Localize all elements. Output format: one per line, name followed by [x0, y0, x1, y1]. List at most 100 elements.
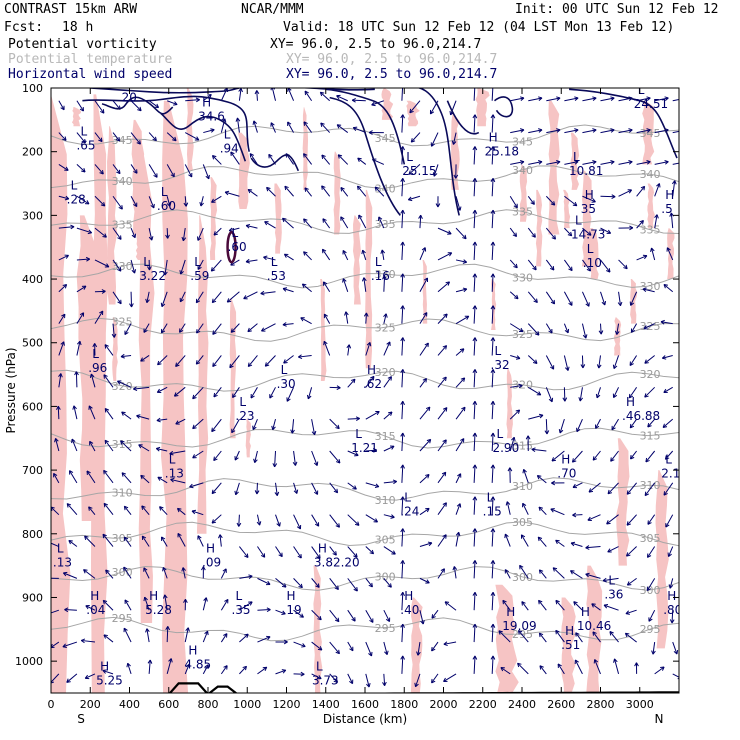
wind-arrow-shaft	[239, 546, 249, 558]
wind-arrow-shaft	[293, 546, 302, 559]
isentrope-label: 310	[375, 494, 396, 507]
wind-arrow	[618, 225, 634, 231]
wind-arrow-shaft	[311, 546, 321, 559]
wind-arrow	[94, 289, 106, 294]
wind-arrow	[400, 241, 405, 260]
wind-arrow	[323, 340, 331, 356]
wind-arrow-head	[387, 411, 393, 416]
wind-arrow-head	[61, 313, 66, 319]
wind-arrow	[490, 591, 496, 611]
wind-arrow	[521, 601, 529, 611]
wind-arrow	[400, 623, 405, 643]
wind-arrow	[304, 187, 313, 197]
wind-arrow	[51, 542, 60, 547]
wind-arrow-shaft	[381, 249, 385, 261]
wind-arrow-head	[647, 520, 652, 525]
wind-arrow-shaft	[130, 196, 138, 207]
wind-arrow	[572, 482, 583, 489]
wind-arrow-head	[224, 598, 229, 604]
wind-arrow-head	[443, 677, 448, 683]
wind-arrow-head	[333, 678, 339, 683]
wind-arrow	[400, 337, 405, 356]
wind-arrow-head	[519, 564, 524, 570]
hl-value: .23	[235, 409, 254, 423]
wind-arrow-head	[102, 599, 108, 605]
wind-arrow-shaft	[174, 386, 186, 397]
wind-arrow	[159, 506, 168, 516]
wind-arrow-head	[199, 201, 204, 207]
wind-arrow-shaft	[329, 673, 338, 683]
wind-arrow	[582, 160, 597, 165]
isentrope-label: 345	[512, 136, 533, 149]
wind-arrow-head	[555, 599, 560, 605]
wind-arrow-shaft	[121, 472, 132, 484]
wind-arrow	[220, 633, 228, 643]
hl-value: 3.82.20	[314, 555, 360, 569]
wind-arrow-shaft	[347, 609, 356, 622]
wind-arrow-shaft	[455, 196, 461, 211]
wind-arrow-shaft	[473, 655, 476, 674]
wind-arrow-shaft	[347, 641, 354, 652]
wind-arrow-head	[62, 136, 67, 141]
wind-arrow-head	[283, 253, 289, 258]
wind-arrow-head	[585, 545, 590, 550]
wind-arrow	[347, 673, 354, 685]
wind-arrow	[66, 673, 78, 683]
wind-arrow-head	[323, 313, 329, 319]
wind-arrow-head	[556, 160, 561, 165]
wind-arrow-head	[532, 265, 537, 271]
wind-arrow-shaft	[473, 114, 476, 133]
wind-arrow	[329, 418, 340, 430]
wind-arrow-head	[530, 200, 535, 205]
hl-value: .60	[157, 199, 176, 213]
wind-arrow	[431, 609, 439, 619]
wind-arrow	[607, 546, 619, 553]
wind-arrow	[400, 432, 405, 452]
wind-arrow-shaft	[618, 259, 628, 270]
wind-arrow	[235, 117, 241, 133]
pv-patch	[51, 94, 71, 693]
wind-arrow-shaft	[175, 355, 186, 367]
wind-arrow-head	[234, 490, 239, 496]
wind-arrow	[247, 188, 258, 197]
wind-arrow-head	[58, 373, 63, 378]
wind-arrow	[112, 259, 122, 272]
wind-arrow	[250, 387, 258, 399]
hl-marker: H	[404, 589, 413, 603]
wind-arrow	[472, 432, 478, 452]
wind-arrow-head	[315, 583, 320, 588]
wind-arrow-shaft	[628, 387, 638, 399]
wind-arrow-shaft	[510, 129, 525, 134]
wind-arrow-shaft	[563, 323, 569, 334]
wind-arrow-head	[371, 101, 376, 107]
wind-arrow-shaft	[365, 482, 380, 488]
wind-arrow	[585, 545, 601, 550]
wind-arrow-shaft	[570, 542, 583, 548]
wind-arrow-head	[152, 136, 157, 142]
hl-marker: L	[57, 541, 64, 555]
wind-arrow	[298, 354, 312, 360]
wind-arrow	[220, 665, 228, 675]
wind-arrow-head	[80, 638, 86, 644]
wind-arrow	[102, 533, 114, 547]
wind-arrow-head	[358, 214, 363, 219]
wind-arrow-head	[183, 598, 188, 603]
wind-arrow	[286, 387, 295, 402]
wind-arrow-shaft	[144, 596, 150, 611]
wind-arrow-shaft	[600, 291, 606, 306]
wind-arrow-head	[423, 277, 429, 282]
wind-arrow-head	[538, 506, 543, 512]
wind-arrow-shaft	[510, 354, 521, 359]
wind-arrow	[374, 186, 385, 197]
wind-arrow-head	[420, 620, 425, 625]
wind-arrow-head	[369, 549, 375, 555]
wind-arrow-head	[557, 663, 562, 668]
wind-arrow-shaft	[357, 185, 367, 197]
wind-arrow-head	[591, 603, 596, 608]
wind-arrow	[358, 214, 367, 229]
wind-arrow-head	[351, 378, 356, 384]
hl-value: 5.25	[96, 673, 123, 687]
wind-arrow	[94, 259, 110, 268]
wind-arrow-shaft	[473, 369, 476, 388]
wind-arrow	[472, 591, 478, 611]
